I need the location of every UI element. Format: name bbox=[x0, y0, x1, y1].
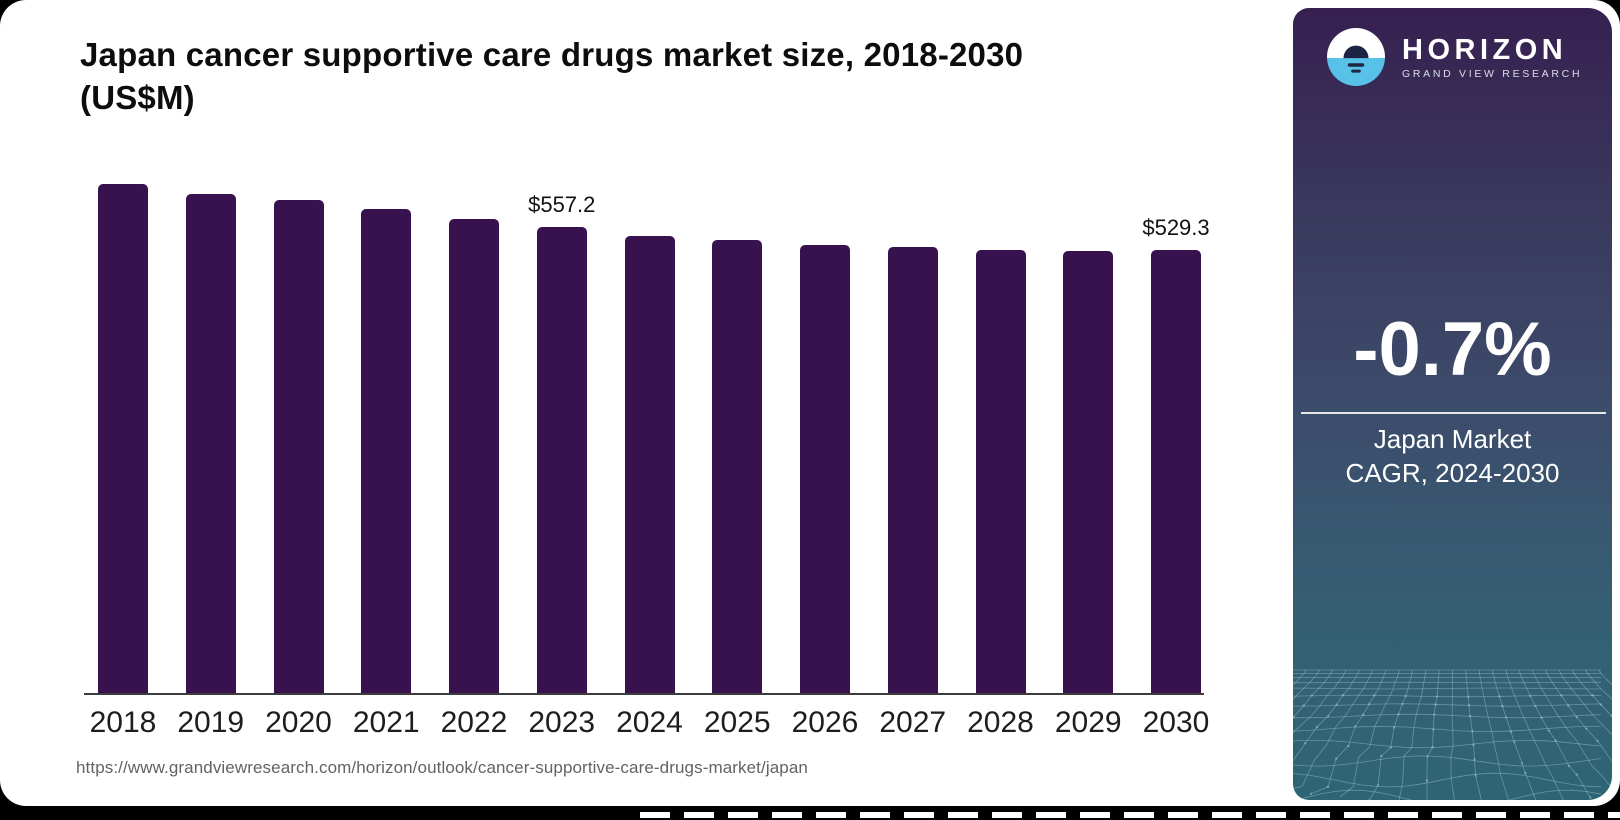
x-tick-2024: 2024 bbox=[616, 706, 683, 739]
bar-chart: 2018 2019 2020 2021 2022 2023 2024 2025 2026 2027… bbox=[84, 184, 1210, 739]
brand-logo: HORIZON GRAND VIEW RESEARCH bbox=[1327, 28, 1582, 86]
source-url: https://www.grandviewresearch.com/horizo… bbox=[76, 758, 808, 777]
x-tick-2021: 2021 bbox=[352, 706, 420, 739]
bar-2026 bbox=[800, 245, 850, 695]
cagr-caption-line1: Japan Market bbox=[1373, 424, 1532, 454]
bar-2022 bbox=[449, 219, 499, 695]
x-tick-2023: 2023 bbox=[528, 706, 596, 739]
brand-tagline: GRAND VIEW RESEARCH bbox=[1402, 67, 1583, 80]
side-panel: HORIZON GRAND VIEW RESEARCH -0.7% Japan … bbox=[1293, 8, 1612, 800]
bar-2028 bbox=[975, 250, 1026, 695]
bar-2018 bbox=[98, 184, 148, 695]
cutoff-dashes bbox=[640, 812, 1620, 818]
bar-2029 bbox=[1063, 251, 1114, 695]
wireframe-mesh-graphic bbox=[1293, 669, 1612, 800]
cagr-divider bbox=[1301, 412, 1606, 414]
chart-title-line2: (US$M) bbox=[80, 79, 195, 116]
bar-2030 bbox=[1151, 250, 1201, 695]
bar-2025 bbox=[712, 240, 763, 695]
x-tick-2020: 2020 bbox=[265, 706, 332, 739]
chart-title: Japan cancer supportive care drugs marke… bbox=[80, 33, 1023, 119]
horizon-logo-icon bbox=[1327, 28, 1385, 86]
brand-name: HORIZON bbox=[1402, 33, 1568, 66]
value-label-2030: $529.3 bbox=[1142, 215, 1210, 240]
x-axis-line bbox=[84, 693, 1204, 695]
bar-2021 bbox=[361, 209, 412, 695]
x-tick-2019: 2019 bbox=[177, 706, 245, 739]
value-label-2023: $557.2 bbox=[528, 192, 596, 217]
x-tick-2018: 2018 bbox=[89, 706, 157, 739]
brand-text-block: HORIZON GRAND VIEW RESEARCH bbox=[1402, 35, 1582, 80]
cagr-value: -0.7% bbox=[1353, 307, 1552, 392]
x-tick-2027: 2027 bbox=[879, 706, 947, 739]
bar-2019 bbox=[185, 194, 236, 695]
bar-2027 bbox=[887, 247, 938, 695]
x-tick-2028: 2028 bbox=[967, 706, 1034, 739]
x-tick-2026: 2026 bbox=[791, 706, 859, 739]
x-tick-2029: 2029 bbox=[1054, 706, 1122, 739]
chart-title-line1: Japan cancer supportive care drugs marke… bbox=[80, 36, 1024, 73]
bar-2023 bbox=[536, 227, 587, 695]
cagr-caption-line2: CAGR, 2024-2030 bbox=[1345, 458, 1560, 488]
bar-2020 bbox=[273, 200, 324, 695]
x-tick-2030: 2030 bbox=[1142, 706, 1210, 739]
cagr-caption: Japan Market CAGR, 2024-2030 bbox=[1293, 422, 1612, 490]
bar-2024 bbox=[624, 236, 675, 695]
x-tick-2025: 2025 bbox=[703, 706, 771, 739]
x-tick-2022: 2022 bbox=[440, 706, 508, 739]
